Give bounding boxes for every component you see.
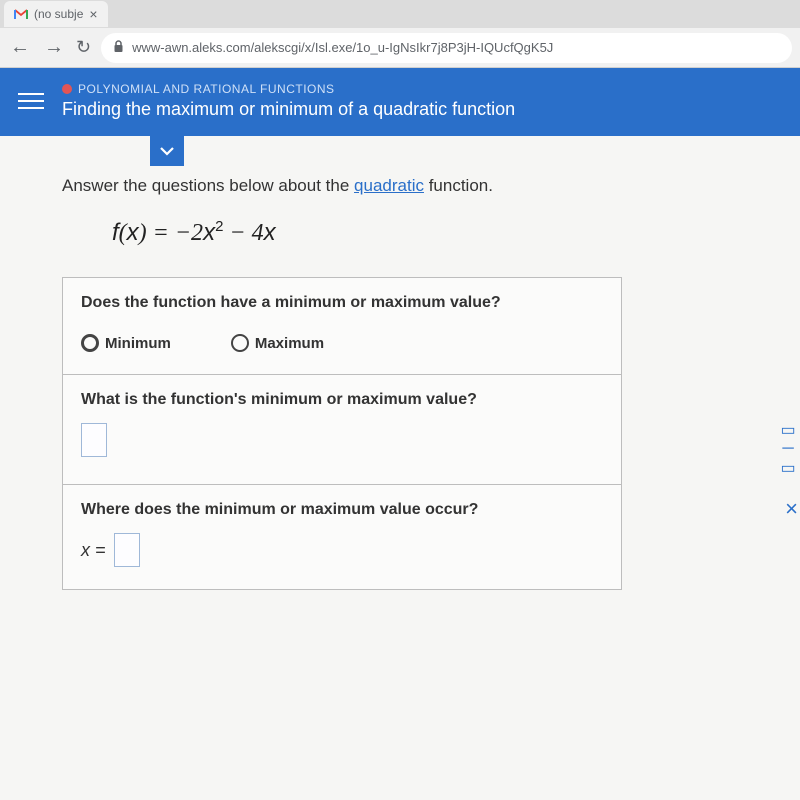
- close-tool-icon[interactable]: ×: [785, 496, 800, 522]
- menu-button[interactable]: [18, 93, 44, 109]
- url-bar[interactable]: www-awn.aleks.com/alekscgi/x/Isl.exe/1o_…: [101, 33, 792, 63]
- x-value-input[interactable]: [114, 533, 140, 567]
- equation: f(x) = −2x2 − 4x: [112, 218, 760, 247]
- question-1: Does the function have a minimum or maxi…: [63, 278, 621, 375]
- radio-icon: [231, 334, 249, 352]
- expand-button[interactable]: [150, 136, 184, 166]
- tab-title: (no subje: [34, 7, 83, 21]
- browser-nav-bar: ← → ↻ www-awn.aleks.com/alekscgi/x/Isl.e…: [0, 28, 800, 68]
- side-toolbar: ▭─▭ ×: [776, 420, 800, 522]
- answer-box: Does the function have a minimum or maxi…: [62, 277, 622, 590]
- prompt-post: function.: [424, 176, 493, 195]
- lesson-title: Finding the maximum or minimum of a quad…: [62, 99, 515, 120]
- fraction-tool-icon[interactable]: ▭─▭: [776, 420, 800, 478]
- radio-maximum[interactable]: Maximum: [231, 334, 324, 352]
- prompt-pre: Answer the questions below about the: [62, 176, 354, 195]
- chevron-down-icon: [159, 146, 175, 156]
- value-input[interactable]: [81, 423, 107, 457]
- lesson-header: POLYNOMIAL AND RATIONAL FUNCTIONS Findin…: [0, 68, 800, 136]
- q3-text: Where does the minimum or maximum value …: [81, 501, 603, 519]
- back-button[interactable]: ←: [8, 36, 32, 59]
- x-equals-label: x =: [81, 540, 106, 561]
- radio-icon: [81, 334, 99, 352]
- topic-dot-icon: [62, 84, 72, 94]
- browser-tab-bar: (no subje ×: [0, 0, 800, 28]
- lock-icon: [113, 40, 124, 56]
- forward-button[interactable]: →: [42, 36, 66, 59]
- radio-label: Minimum: [105, 335, 171, 352]
- url-text: www-awn.aleks.com/alekscgi/x/Isl.exe/1o_…: [132, 40, 553, 55]
- q2-text: What is the function's minimum or maximu…: [81, 391, 603, 409]
- question-2: What is the function's minimum or maximu…: [63, 375, 621, 485]
- q1-text: Does the function have a minimum or maxi…: [81, 294, 603, 312]
- quadratic-link[interactable]: quadratic: [354, 176, 424, 195]
- radio-minimum[interactable]: Minimum: [81, 334, 171, 352]
- question-3: Where does the minimum or maximum value …: [63, 485, 621, 589]
- radio-label: Maximum: [255, 335, 324, 352]
- browser-tab[interactable]: (no subje ×: [4, 1, 108, 27]
- gmail-icon: [14, 7, 28, 21]
- reload-button[interactable]: ↻: [76, 37, 91, 58]
- close-icon[interactable]: ×: [89, 6, 97, 22]
- topic-label: POLYNOMIAL AND RATIONAL FUNCTIONS: [62, 82, 515, 96]
- question-prompt: Answer the questions below about the qua…: [62, 176, 760, 196]
- topic-text: POLYNOMIAL AND RATIONAL FUNCTIONS: [78, 82, 335, 96]
